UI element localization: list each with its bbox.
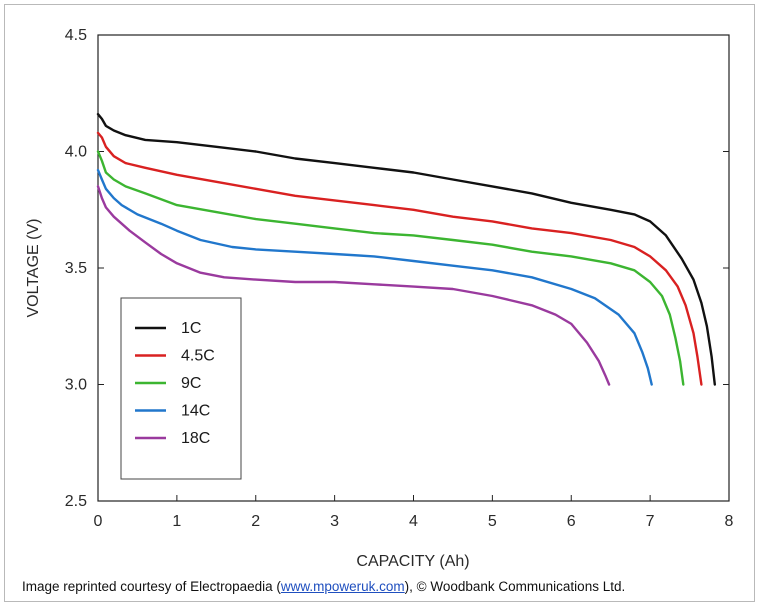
x-tick-label: 4 [409, 513, 418, 530]
x-tick-label: 2 [251, 513, 260, 530]
x-tick-label: 8 [725, 513, 734, 530]
x-tick-label: 3 [330, 513, 339, 530]
credit-prefix: Image reprinted courtesy of Electropaedi… [22, 579, 281, 594]
y-tick-label: 3.0 [65, 377, 87, 394]
image-credit: Image reprinted courtesy of Electropaedi… [22, 579, 625, 594]
y-tick-label: 3.5 [65, 260, 87, 277]
series-line-9c [96, 150, 685, 386]
x-axis-ticks: 0 1 2 3 4 5 6 7 8 [94, 495, 734, 530]
y-tick-label: 4.0 [65, 144, 87, 161]
x-tick-label: 0 [94, 513, 103, 530]
legend-label-4-5c: 4.5C [181, 348, 215, 365]
legend-label-18c: 18C [181, 430, 210, 447]
y-tick-label: 2.5 [65, 493, 87, 510]
y-tick-label: 4.5 [65, 27, 87, 44]
credit-link[interactable]: www.mpoweruk.com [280, 579, 405, 594]
legend-label-14c: 14C [181, 403, 210, 420]
legend: 1C 4.5C 9C 14C 18C [120, 297, 242, 480]
legend-label-9c: 9C [181, 375, 201, 392]
x-tick-label: 7 [646, 513, 655, 530]
x-tick-label: 5 [488, 513, 497, 530]
credit-suffix: ), © Woodbank Communications Ltd. [404, 579, 626, 594]
x-tick-label: 6 [567, 513, 576, 530]
y-axis-title: VOLTAGE (V) [25, 219, 42, 318]
y-axis-ticks: 2.5 3.0 3.5 4.0 4.5 [65, 27, 729, 510]
x-tick-label: 1 [172, 513, 181, 530]
series-line-18c [96, 185, 611, 386]
series-line-1c [96, 112, 716, 386]
series-line-14c [96, 168, 653, 386]
series-line-4-5c [96, 131, 703, 386]
series-layer [96, 112, 716, 386]
legend-label-1c: 1C [181, 320, 201, 337]
x-axis-title: CAPACITY (Ah) [356, 553, 469, 570]
